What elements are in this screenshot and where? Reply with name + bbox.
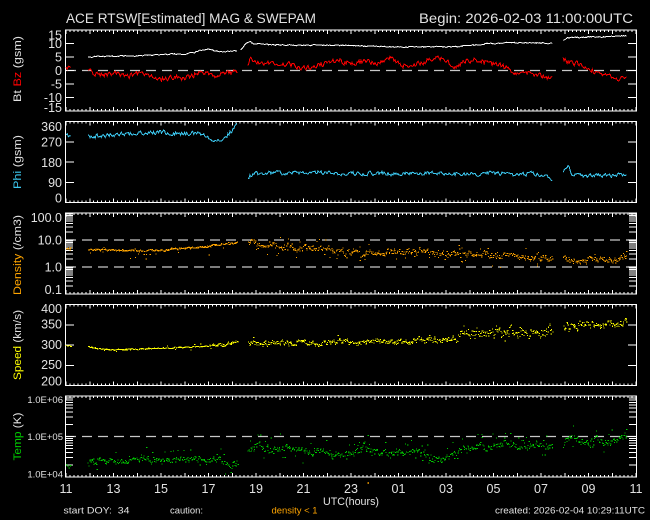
svg-text:0: 0 <box>55 192 62 206</box>
svg-text:19: 19 <box>249 482 263 496</box>
svg-text:09: 09 <box>582 482 596 496</box>
svg-text:created: 2026-02-04 10:29:11UT: created: 2026-02-04 10:29:11UTC <box>495 506 645 517</box>
svg-text:1.0E+05: 1.0E+05 <box>27 432 63 443</box>
svg-text:ACE RTSW[Estimated] MAG & SWEP: ACE RTSW[Estimated] MAG & SWEPAM <box>66 11 316 26</box>
svg-text:15: 15 <box>154 482 168 496</box>
svg-text:360: 360 <box>41 120 62 134</box>
svg-text:1.0E+04: 1.0E+04 <box>27 470 63 481</box>
svg-text:caution:: caution: <box>170 506 203 517</box>
svg-text:Begin: 2026-02-03 11:00:00UTC: Begin: 2026-02-03 11:00:00UTC <box>419 11 633 26</box>
svg-text:-5: -5 <box>51 77 62 91</box>
svg-text:1.0E+06: 1.0E+06 <box>27 395 63 406</box>
svg-text:start DOY: 34: start DOY: 34 <box>64 506 130 517</box>
svg-text:100.0: 100.0 <box>31 211 62 225</box>
svg-text:10.0: 10.0 <box>38 233 62 247</box>
svg-text:11: 11 <box>630 482 643 496</box>
svg-text:Bt Bz (gsm): Bt Bz (gsm) <box>12 36 24 102</box>
svg-text:UTC(hours): UTC(hours) <box>323 496 379 508</box>
svg-text:density < 1: density < 1 <box>272 506 318 517</box>
svg-text:-15: -15 <box>44 101 62 115</box>
svg-text:0: 0 <box>55 64 62 78</box>
svg-text:10: 10 <box>48 37 62 51</box>
svg-text:Temp (K): Temp (K) <box>12 413 24 461</box>
svg-text:Speed (km/s): Speed (km/s) <box>12 310 24 380</box>
svg-text:-10: -10 <box>44 91 62 105</box>
svg-text:05: 05 <box>487 482 501 496</box>
svg-text:350: 350 <box>41 318 62 332</box>
svg-text:17: 17 <box>202 482 216 496</box>
svg-text:0.1: 0.1 <box>45 283 62 297</box>
svg-text:07: 07 <box>534 482 548 496</box>
svg-text:200: 200 <box>41 375 62 389</box>
svg-text:15: 15 <box>48 28 62 42</box>
svg-text:01: 01 <box>392 482 406 496</box>
svg-text:5: 5 <box>55 50 62 64</box>
svg-text:400: 400 <box>41 302 62 316</box>
svg-text:90: 90 <box>48 176 62 190</box>
svg-text:11: 11 <box>60 482 73 496</box>
svg-text:300: 300 <box>41 338 62 352</box>
svg-text:13: 13 <box>107 482 121 496</box>
svg-text:23: 23 <box>344 482 358 496</box>
svg-text:03: 03 <box>439 482 453 496</box>
svg-text:1.0: 1.0 <box>45 260 62 274</box>
svg-text:180: 180 <box>41 156 62 170</box>
svg-text:Phi (gsm): Phi (gsm) <box>12 135 24 189</box>
svg-text:21: 21 <box>297 482 311 496</box>
svg-text:250: 250 <box>41 358 62 372</box>
svg-text:270: 270 <box>41 136 62 150</box>
svg-text:Density (/cm3): Density (/cm3) <box>12 215 24 295</box>
